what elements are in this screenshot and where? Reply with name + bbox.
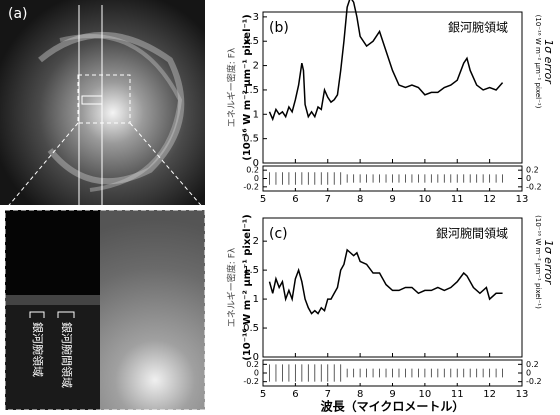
panel-label: (a) (8, 6, 28, 22)
y2-tick-label: -0.2 (526, 377, 542, 386)
zoom-image: 銀河腕領域 銀河腕間領域 (5, 210, 205, 410)
y-tick-label: -0.2 (243, 377, 259, 386)
y2-axis-label: 1σ error (542, 240, 555, 286)
x-tick-label: 9 (389, 389, 395, 400)
y-axis-label: エネルギー密度: Fλ (226, 47, 238, 127)
interarm-label: 銀河腕間領域 (60, 322, 74, 388)
x-tick-label: 7 (325, 194, 331, 205)
y-tick-label: -0.2 (243, 182, 259, 191)
x-tick-label: 13 (516, 194, 529, 205)
y2-tick-label: 0 (526, 369, 531, 378)
x-tick-label: 12 (483, 389, 496, 400)
y-tick-label: 0 (254, 369, 259, 378)
arm-label: 銀河腕領域 (31, 322, 45, 377)
y-axis-unit: (10⁻¹⁶ W m⁻² μm⁻¹ pixel⁻¹) (242, 14, 253, 160)
x-tick-label: 9 (389, 194, 395, 205)
x-tick-label: 7 (325, 389, 331, 400)
y-tick-label: 0.2 (246, 360, 259, 369)
galaxy-image: (a) (0, 0, 205, 210)
annotation: 銀河腕間領域 (436, 226, 508, 241)
y-tick-label: 2 (253, 236, 259, 247)
y2-tick-label: 0.2 (526, 360, 539, 369)
x-tick-label: 8 (357, 194, 363, 205)
line (269, 0, 502, 119)
panel-label: (c) (269, 226, 288, 242)
y2-axis-label: 1σ error (542, 39, 555, 85)
y2-axis-unit: (10⁻¹⁶ W m⁻² μm⁻¹ pixel⁻¹) (534, 15, 542, 109)
annotation: 銀河腕領域 (448, 20, 508, 35)
x-tick-label: 11 (451, 389, 464, 400)
x-tick-label: 13 (516, 389, 529, 400)
y-axis-unit: (10⁻¹⁶ W m⁻² μm⁻¹ pixel⁻¹) (242, 214, 253, 360)
y2-axis-unit: (10⁻¹⁶ W m⁻² μm⁻¹ pixel⁻¹) (534, 215, 542, 309)
x-axis-label: 波長（マイクロメートル） (321, 399, 465, 414)
x-tick-label: 10 (419, 389, 432, 400)
x-tick-label: 11 (451, 194, 464, 205)
y-tick-label: 1 (253, 294, 259, 305)
y-tick-label: 2 (253, 61, 259, 72)
plot-frame (263, 12, 522, 163)
line (269, 250, 502, 314)
x-tick-label: 5 (260, 194, 266, 205)
x-tick-label: 8 (357, 389, 363, 400)
y-axis-label: エネルギー密度: Fλ (226, 247, 238, 327)
figure: (a) 銀河腕領域 銀河腕間領域 00.511.522.53(b)銀河腕領域エネ… (0, 0, 560, 415)
y-tick-label: 1 (253, 109, 259, 120)
x-tick-label: 10 (419, 194, 432, 205)
x-tick-label: 5 (260, 389, 266, 400)
y2-tick-label: -0.2 (526, 182, 542, 191)
x-tick-label: 6 (292, 194, 298, 205)
y-tick-label: 3 (253, 12, 259, 23)
x-tick-label: 12 (483, 194, 496, 205)
panel-label: (b) (269, 20, 289, 36)
x-tick-label: 6 (292, 389, 298, 400)
